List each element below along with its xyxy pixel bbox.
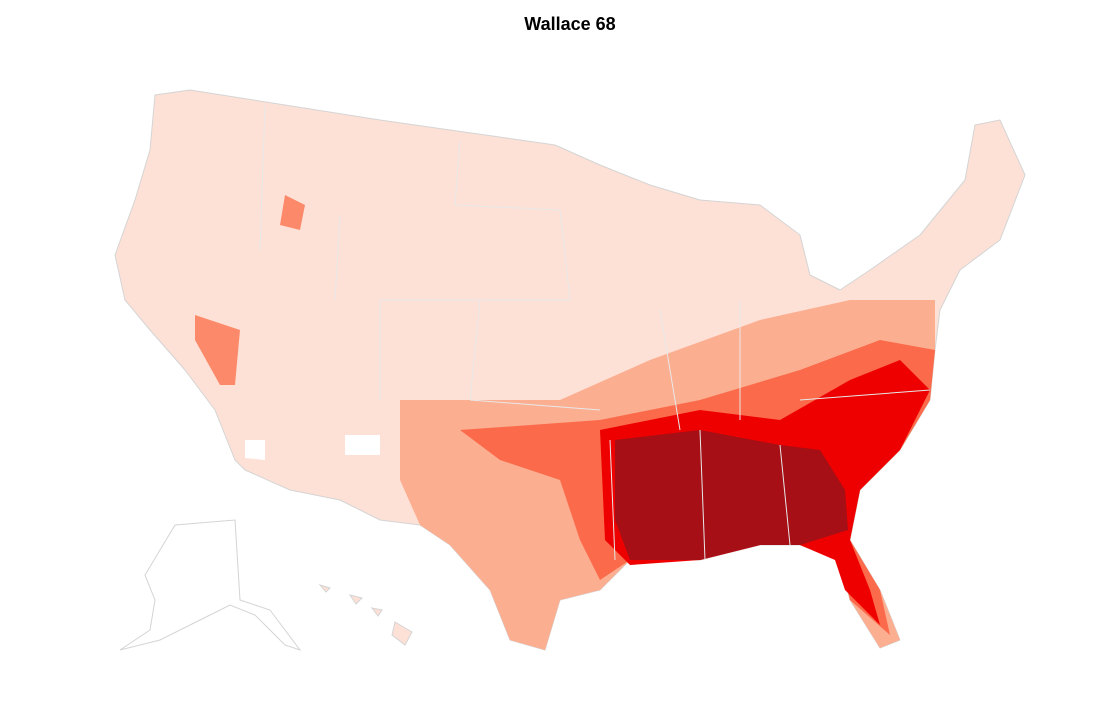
idaho-patch [280, 195, 305, 230]
map-title: Wallace 68 [524, 14, 615, 34]
contiguous-us [114, 89, 1026, 651]
hawaii-island [348, 594, 363, 605]
white-patch [345, 435, 380, 455]
hawaii-island [370, 607, 383, 617]
hawaii [318, 584, 413, 646]
hawaii-island [318, 584, 331, 593]
nevada-patch [195, 315, 240, 385]
alaska [119, 519, 302, 651]
alaska-outline [119, 519, 302, 651]
state-lines [259, 104, 931, 561]
region-darkest [615, 430, 848, 560]
white-patch [245, 440, 265, 460]
hawaii-island [391, 621, 413, 646]
